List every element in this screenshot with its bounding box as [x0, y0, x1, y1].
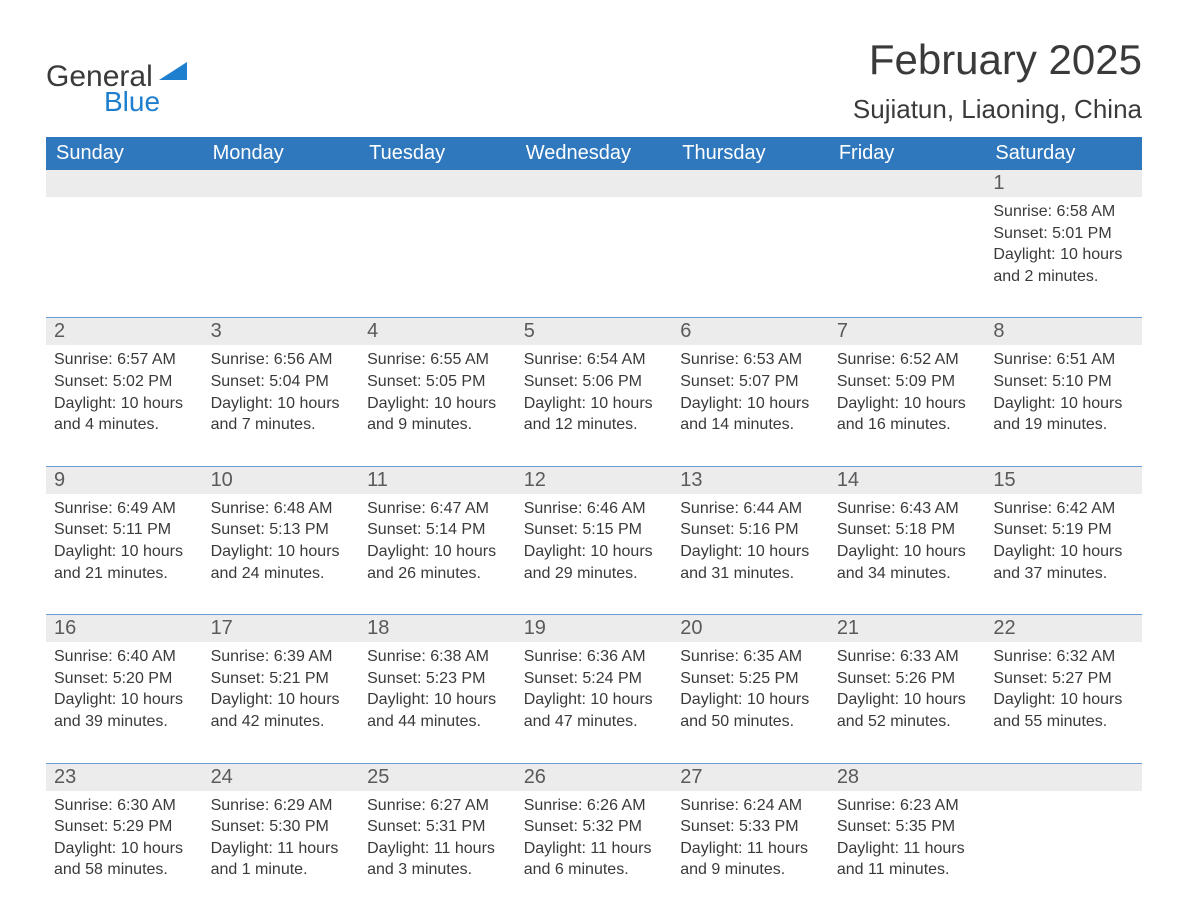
day-number-cell: 9	[46, 467, 203, 494]
page-title: February 2025	[853, 36, 1142, 84]
day-number-cell	[516, 170, 673, 197]
day-detail-cell: Sunrise: 6:42 AMSunset: 5:19 PMDaylight:…	[985, 494, 1142, 615]
logo-word2: Blue	[104, 86, 187, 118]
day-number-row: 16171819202122	[46, 615, 1142, 642]
day-detail-cell: Sunrise: 6:33 AMSunset: 5:26 PMDaylight:…	[829, 642, 986, 763]
day-number-cell: 6	[672, 318, 829, 345]
day-number-row: 232425262728	[46, 764, 1142, 791]
day-detail-cell: Sunrise: 6:32 AMSunset: 5:27 PMDaylight:…	[985, 642, 1142, 763]
day-detail-cell	[985, 791, 1142, 911]
day-number-cell: 22	[985, 615, 1142, 642]
day-number-cell	[672, 170, 829, 197]
day-header: Wednesday	[516, 137, 673, 170]
day-detail-cell: Sunrise: 6:46 AMSunset: 5:15 PMDaylight:…	[516, 494, 673, 615]
day-header: Friday	[829, 137, 986, 170]
day-number-cell: 10	[203, 467, 360, 494]
day-header: Sunday	[46, 137, 203, 170]
day-detail-cell: Sunrise: 6:53 AMSunset: 5:07 PMDaylight:…	[672, 345, 829, 466]
day-number-cell: 25	[359, 764, 516, 791]
day-number-cell: 11	[359, 467, 516, 494]
day-detail-row: Sunrise: 6:58 AMSunset: 5:01 PMDaylight:…	[46, 197, 1142, 318]
day-detail-cell: Sunrise: 6:39 AMSunset: 5:21 PMDaylight:…	[203, 642, 360, 763]
day-detail-cell	[46, 197, 203, 318]
day-number-cell: 1	[985, 170, 1142, 197]
day-detail-cell	[829, 197, 986, 318]
day-detail-cell: Sunrise: 6:48 AMSunset: 5:13 PMDaylight:…	[203, 494, 360, 615]
day-number-cell: 24	[203, 764, 360, 791]
day-detail-cell	[516, 197, 673, 318]
day-detail-row: Sunrise: 6:49 AMSunset: 5:11 PMDaylight:…	[46, 494, 1142, 615]
day-detail-cell: Sunrise: 6:23 AMSunset: 5:35 PMDaylight:…	[829, 791, 986, 911]
day-detail-cell: Sunrise: 6:49 AMSunset: 5:11 PMDaylight:…	[46, 494, 203, 615]
day-number-cell	[203, 170, 360, 197]
day-number-cell	[359, 170, 516, 197]
day-header: Thursday	[672, 137, 829, 170]
day-detail-cell: Sunrise: 6:38 AMSunset: 5:23 PMDaylight:…	[359, 642, 516, 763]
day-number-cell: 7	[829, 318, 986, 345]
day-detail-cell: Sunrise: 6:54 AMSunset: 5:06 PMDaylight:…	[516, 345, 673, 466]
day-detail-cell: Sunrise: 6:36 AMSunset: 5:24 PMDaylight:…	[516, 642, 673, 763]
day-number-cell: 28	[829, 764, 986, 791]
day-number-cell: 15	[985, 467, 1142, 494]
day-number-cell: 23	[46, 764, 203, 791]
day-detail-cell: Sunrise: 6:29 AMSunset: 5:30 PMDaylight:…	[203, 791, 360, 911]
day-detail-cell: Sunrise: 6:30 AMSunset: 5:29 PMDaylight:…	[46, 791, 203, 911]
calendar-table: SundayMondayTuesdayWednesdayThursdayFrid…	[46, 137, 1142, 911]
day-number-cell: 27	[672, 764, 829, 791]
day-number-row: 1	[46, 170, 1142, 197]
header: General Blue February 2025 Sujiatun, Lia…	[46, 36, 1142, 125]
day-number-row: 9101112131415	[46, 467, 1142, 494]
day-number-cell	[46, 170, 203, 197]
day-number-cell: 21	[829, 615, 986, 642]
day-detail-row: Sunrise: 6:40 AMSunset: 5:20 PMDaylight:…	[46, 642, 1142, 763]
day-detail-cell: Sunrise: 6:35 AMSunset: 5:25 PMDaylight:…	[672, 642, 829, 763]
title-block: February 2025 Sujiatun, Liaoning, China	[853, 36, 1142, 125]
day-detail-cell	[672, 197, 829, 318]
day-number-cell: 13	[672, 467, 829, 494]
day-number-cell: 16	[46, 615, 203, 642]
day-number-cell: 8	[985, 318, 1142, 345]
day-number-cell	[829, 170, 986, 197]
day-detail-cell: Sunrise: 6:24 AMSunset: 5:33 PMDaylight:…	[672, 791, 829, 911]
day-number-cell: 20	[672, 615, 829, 642]
day-detail-cell: Sunrise: 6:26 AMSunset: 5:32 PMDaylight:…	[516, 791, 673, 911]
day-number-cell: 3	[203, 318, 360, 345]
day-header: Tuesday	[359, 137, 516, 170]
day-number-cell: 26	[516, 764, 673, 791]
day-detail-cell: Sunrise: 6:27 AMSunset: 5:31 PMDaylight:…	[359, 791, 516, 911]
day-detail-row: Sunrise: 6:57 AMSunset: 5:02 PMDaylight:…	[46, 345, 1142, 466]
day-number-cell: 12	[516, 467, 673, 494]
day-detail-cell: Sunrise: 6:44 AMSunset: 5:16 PMDaylight:…	[672, 494, 829, 615]
day-header: Saturday	[985, 137, 1142, 170]
day-number-cell: 14	[829, 467, 986, 494]
day-detail-cell: Sunrise: 6:56 AMSunset: 5:04 PMDaylight:…	[203, 345, 360, 466]
day-number-cell: 17	[203, 615, 360, 642]
location: Sujiatun, Liaoning, China	[853, 94, 1142, 125]
day-number-cell: 2	[46, 318, 203, 345]
logo: General Blue	[46, 36, 187, 118]
day-detail-cell: Sunrise: 6:47 AMSunset: 5:14 PMDaylight:…	[359, 494, 516, 615]
day-header: Monday	[203, 137, 360, 170]
day-detail-cell: Sunrise: 6:40 AMSunset: 5:20 PMDaylight:…	[46, 642, 203, 763]
day-detail-cell: Sunrise: 6:57 AMSunset: 5:02 PMDaylight:…	[46, 345, 203, 466]
day-detail-cell: Sunrise: 6:51 AMSunset: 5:10 PMDaylight:…	[985, 345, 1142, 466]
day-detail-cell: Sunrise: 6:55 AMSunset: 5:05 PMDaylight:…	[359, 345, 516, 466]
day-number-cell	[985, 764, 1142, 791]
logo-icon	[159, 62, 187, 87]
day-detail-row: Sunrise: 6:30 AMSunset: 5:29 PMDaylight:…	[46, 791, 1142, 911]
day-number-cell: 19	[516, 615, 673, 642]
day-number-cell: 4	[359, 318, 516, 345]
day-detail-cell	[359, 197, 516, 318]
day-detail-cell: Sunrise: 6:43 AMSunset: 5:18 PMDaylight:…	[829, 494, 986, 615]
day-number-cell: 5	[516, 318, 673, 345]
day-detail-cell: Sunrise: 6:52 AMSunset: 5:09 PMDaylight:…	[829, 345, 986, 466]
day-number-row: 2345678	[46, 318, 1142, 345]
day-number-cell: 18	[359, 615, 516, 642]
day-detail-cell: Sunrise: 6:58 AMSunset: 5:01 PMDaylight:…	[985, 197, 1142, 318]
day-header-row: SundayMondayTuesdayWednesdayThursdayFrid…	[46, 137, 1142, 170]
day-detail-cell	[203, 197, 360, 318]
